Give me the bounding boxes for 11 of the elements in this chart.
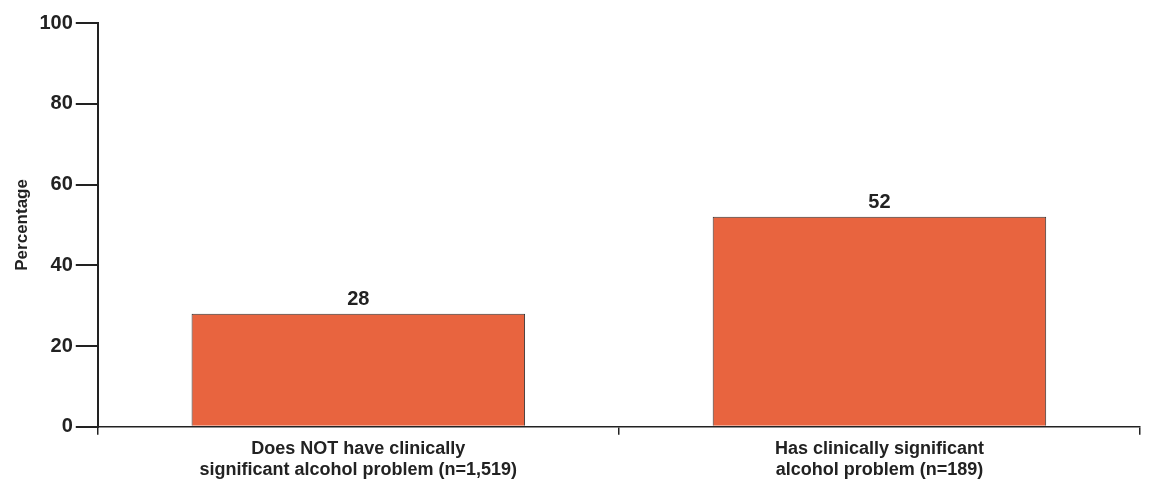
data-label: 52 [868,190,891,213]
y-tick-label: 0 [61,414,73,437]
y-tick-label: 100 [39,10,73,33]
x-tick-label: Does NOT have clinically significant alcohol problem (n=1,519) [199,437,518,480]
y-axis-title: Percentage [11,179,31,271]
x-tick-label: Has clinically significant alcohol problem (n=189) [774,437,984,480]
data-label: 28 [347,287,370,310]
y-tick-label: 40 [50,252,73,275]
y-tick-label: 80 [50,91,73,114]
y-tick-label: 20 [50,333,73,356]
y-tick-label: 60 [50,172,73,195]
